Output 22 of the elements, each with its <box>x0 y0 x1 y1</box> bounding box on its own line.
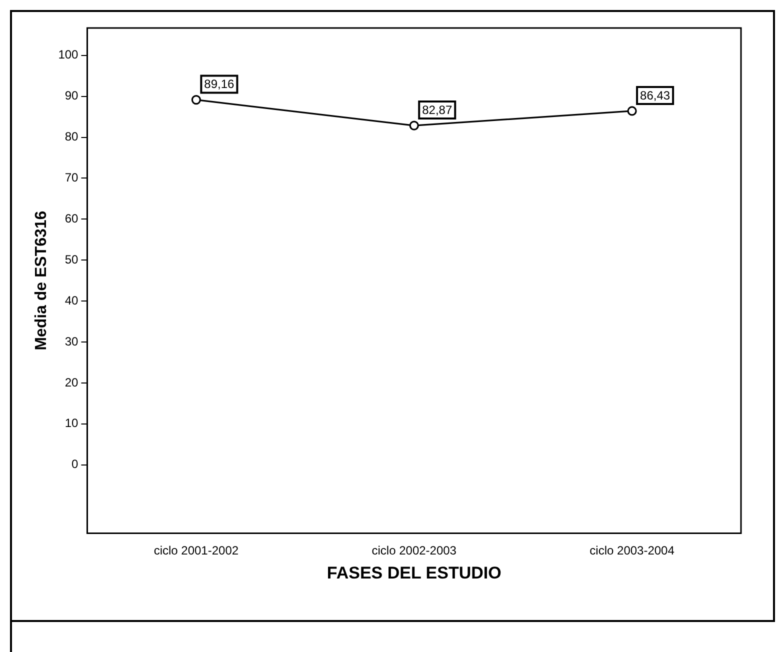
y-tick-label: 30 <box>64 334 79 348</box>
y-tick-label: 70 <box>64 170 79 185</box>
data-label: 82,87 <box>422 102 452 117</box>
y-tick-label: 100 <box>58 48 79 62</box>
point <box>409 120 419 130</box>
y-tick-label: 0 <box>72 457 79 472</box>
x-axis-title: FASES DEL ESTUDIO <box>326 563 502 582</box>
y-tick-label: 40 <box>64 293 79 308</box>
data-label: 89,16 <box>204 77 235 92</box>
point <box>627 106 637 116</box>
point <box>191 95 201 105</box>
x-tick-label: ciclo 2003-2004 <box>590 544 675 558</box>
y-tick-label: 90 <box>64 88 79 103</box>
y-tick-label: 20 <box>64 375 79 390</box>
y-tick-label: 10 <box>64 416 79 430</box>
y-tick-label: 80 <box>64 130 79 144</box>
y-tick-label: 50 <box>64 252 79 266</box>
y-axis-title: Media de EST6316 <box>33 210 50 350</box>
x-tick-label: ciclo 2002-2003 <box>372 544 457 558</box>
data-label: 86,43 <box>640 88 670 102</box>
y-tick-label: 60 <box>64 212 79 226</box>
x-tick-label: ciclo 2001-2002 <box>154 544 239 558</box>
